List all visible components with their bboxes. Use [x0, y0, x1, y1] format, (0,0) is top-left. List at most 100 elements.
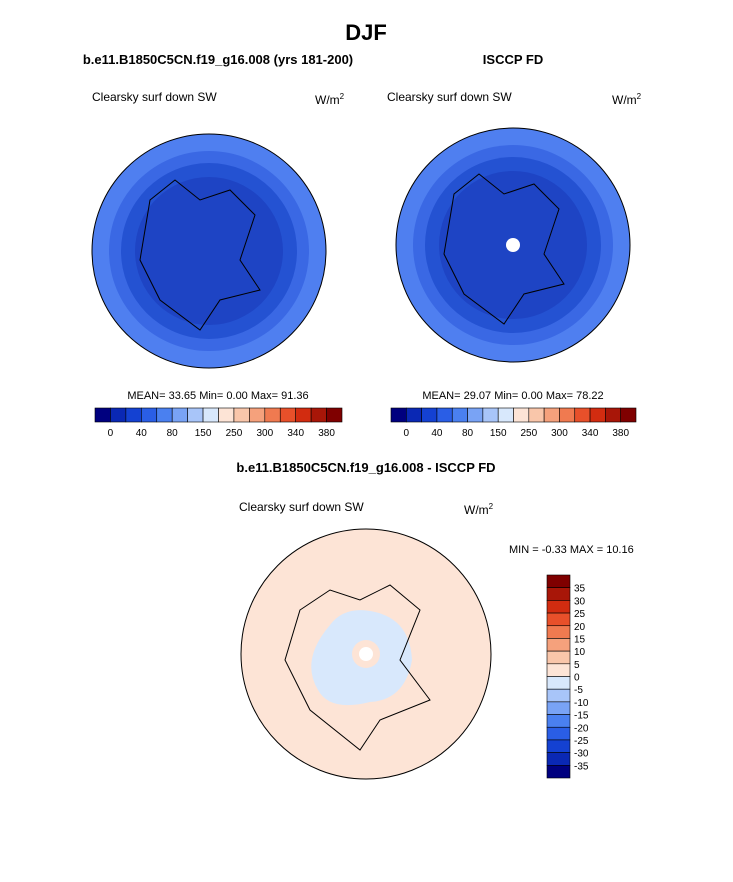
colorbar-box	[467, 407, 484, 423]
units-sup: 2	[340, 92, 345, 101]
figure-title: DJF	[345, 20, 387, 45]
units-sup: 2	[489, 502, 494, 511]
colorbar-label: 150	[195, 428, 212, 439]
colorbar-box	[279, 407, 296, 423]
colorbar-box	[171, 407, 188, 423]
colorbar-label: -5	[574, 685, 583, 696]
colorbar-box	[546, 714, 571, 728]
colorbar-box	[233, 407, 250, 423]
colorbar-label: 80	[167, 428, 179, 439]
map	[395, 127, 631, 363]
colorbar-box	[546, 726, 571, 741]
colorbar-box	[546, 739, 571, 753]
variable-label: Clearsky surf down SW	[239, 500, 364, 514]
colorbar-box	[497, 407, 514, 423]
colorbar-label: -35	[574, 761, 589, 772]
panel-title: ISCCP FD	[483, 52, 543, 67]
colorbar-box	[546, 688, 571, 703]
stats: MEAN= 33.65 Min= 0.00 Max= 91.36	[127, 390, 308, 402]
panel-title: b.e11.B1850C5CN.f19_g16.008 - ISCCP FD	[236, 460, 495, 475]
colorbar-box	[436, 407, 453, 423]
colorbar-label: 10	[574, 647, 586, 658]
colorbar-label: 15	[574, 634, 586, 645]
colorbar-box	[249, 407, 266, 423]
colorbar-label: 30	[574, 596, 586, 607]
colorbar-box	[326, 407, 343, 423]
colorbar-label: 300	[256, 428, 273, 439]
colorbar-label: -10	[574, 698, 589, 709]
units: W/m	[464, 503, 489, 517]
colorbar-box	[310, 407, 327, 423]
colorbar-label: 150	[490, 428, 507, 439]
colorbar-label: -15	[574, 711, 589, 722]
colorbar-box	[546, 676, 571, 690]
colorbar-box	[156, 407, 173, 423]
colorbar-box	[295, 407, 312, 423]
units: W/m	[315, 93, 340, 107]
colorbar-box	[546, 612, 571, 627]
colorbar-box	[513, 407, 530, 423]
colorbar-box	[546, 752, 571, 766]
colorbar-label: 380	[318, 428, 335, 439]
units-label: W/m2	[464, 502, 494, 517]
colorbar-label: 250	[520, 428, 537, 439]
colorbar-box	[218, 407, 235, 423]
colorbar-box	[528, 407, 545, 423]
map	[240, 528, 492, 780]
colorbar-label: 250	[226, 428, 243, 439]
colorbar-box	[620, 407, 637, 423]
colorbar-label: 340	[287, 428, 304, 439]
colorbar-box	[546, 587, 571, 601]
colorbar-box	[574, 407, 591, 423]
colorbar-label: 5	[574, 660, 580, 671]
colorbar-box	[451, 407, 468, 423]
units-sup: 2	[637, 92, 642, 101]
colorbar-label: 0	[108, 428, 114, 439]
colorbar-label: 380	[612, 428, 629, 439]
colorbar-label: 40	[431, 428, 443, 439]
colorbar-box	[94, 407, 111, 423]
units-label: W/m2	[315, 92, 345, 107]
colorbar-label: 80	[462, 428, 474, 439]
colorbar-box	[390, 407, 407, 423]
colorbar-label: 35	[574, 584, 586, 595]
colorbar-box	[202, 407, 219, 423]
colorbar-box	[141, 407, 158, 423]
units: W/m	[612, 93, 637, 107]
colorbar-box	[546, 625, 571, 639]
colorbar-label: 0	[404, 428, 410, 439]
stats: MIN = -0.33 MAX = 10.16	[509, 544, 634, 556]
colorbar-box	[546, 663, 571, 677]
map	[91, 133, 327, 369]
colorbar-box	[482, 407, 499, 423]
colorbar-box	[546, 600, 571, 614]
colorbar-label: -25	[574, 736, 589, 747]
colorbar-box	[125, 407, 142, 423]
panel-title: b.e11.B1850C5CN.f19_g16.008 (yrs 181-200…	[83, 52, 353, 67]
variable-label: Clearsky surf down SW	[92, 90, 217, 104]
colorbar-box	[110, 407, 127, 423]
colorbar-label: 20	[574, 622, 586, 633]
colorbar-box	[187, 407, 204, 423]
colorbar-label: 25	[574, 609, 586, 620]
colorbar-box	[546, 650, 571, 665]
colorbar-label: 40	[136, 428, 148, 439]
colorbar-label: 340	[582, 428, 599, 439]
colorbar-label: -20	[574, 723, 589, 734]
colorbar-box	[589, 407, 606, 423]
colorbar-label: 300	[551, 428, 568, 439]
colorbar-box	[559, 407, 576, 423]
colorbar-box	[546, 765, 571, 779]
stats: MEAN= 29.07 Min= 0.00 Max= 78.22	[422, 390, 603, 402]
colorbar-box	[543, 407, 560, 423]
colorbar-box	[546, 701, 571, 715]
colorbar-label: -30	[574, 749, 589, 760]
units-label: W/m2	[612, 92, 642, 107]
colorbar-box	[264, 407, 281, 423]
colorbar-box	[421, 407, 438, 423]
colorbar-box	[546, 574, 571, 588]
variable-label: Clearsky surf down SW	[387, 90, 512, 104]
colorbar-label: 0	[574, 673, 580, 684]
colorbar-box	[406, 407, 422, 423]
